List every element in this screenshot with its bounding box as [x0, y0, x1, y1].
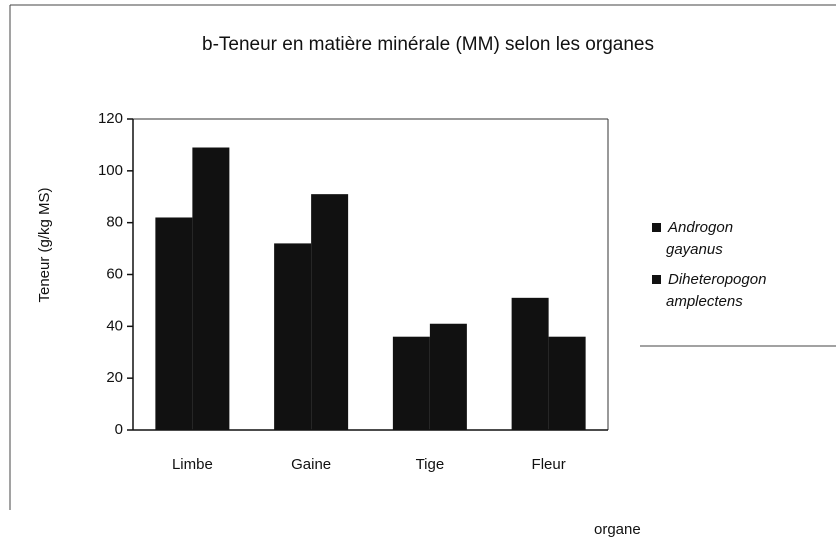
- x-tick-label: Fleur: [532, 456, 566, 473]
- y-tick-label: 120: [98, 110, 123, 127]
- x-tick-label: Limbe: [172, 456, 213, 473]
- y-tick-label: 80: [106, 214, 123, 231]
- y-tick-label: 20: [106, 369, 123, 386]
- bar: [311, 194, 349, 430]
- bar: [192, 147, 230, 430]
- x-tick-label: Gaine: [291, 456, 331, 473]
- bar: [155, 217, 193, 430]
- x-axis-label: organe: [594, 521, 641, 538]
- bar: [429, 323, 467, 430]
- bar: [274, 243, 312, 430]
- y-tick-label: 40: [106, 317, 123, 334]
- y-tick-label: 100: [98, 162, 123, 179]
- y-tick-label: 0: [115, 421, 123, 438]
- bar: [548, 336, 586, 430]
- legend-label: Diheteropogon amplectens: [666, 271, 766, 310]
- legend-swatch: [652, 275, 661, 284]
- bar: [511, 297, 549, 430]
- legend-swatch: [652, 223, 661, 232]
- chart-title: b-Teneur en matière minérale (MM) selon …: [202, 34, 654, 55]
- legend-label: Androgon gayanus: [666, 219, 733, 258]
- bar: [392, 336, 430, 430]
- y-axis-label: Teneur (g/kg MS): [36, 187, 53, 302]
- y-tick-label: 60: [106, 265, 123, 282]
- x-tick-label: Tige: [416, 456, 445, 473]
